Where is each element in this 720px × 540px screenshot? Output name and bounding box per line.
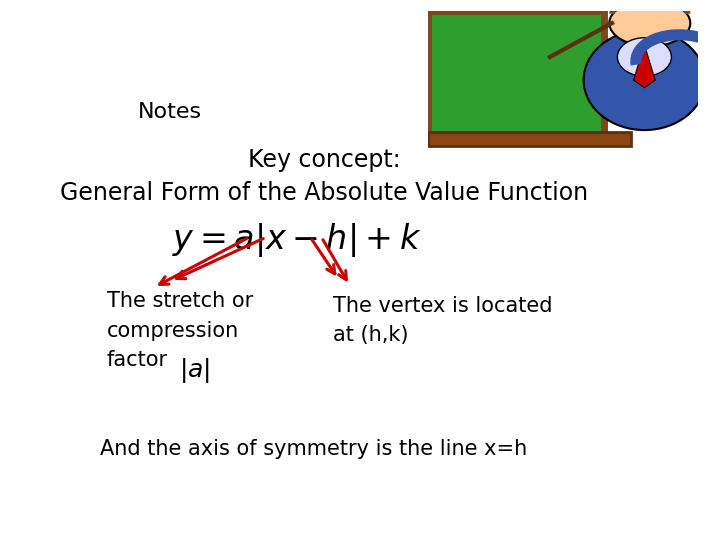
Polygon shape xyxy=(634,45,655,87)
Text: The stretch or: The stretch or xyxy=(107,292,253,312)
Text: Key concept:: Key concept: xyxy=(248,148,400,172)
Ellipse shape xyxy=(584,30,705,130)
Bar xyxy=(428,132,631,146)
Text: Notes: Notes xyxy=(138,102,202,122)
Bar xyxy=(428,11,604,134)
Ellipse shape xyxy=(618,38,671,76)
Text: The vertex is located: The vertex is located xyxy=(333,295,552,315)
Text: $y = a|x - h| + k$: $y = a|x - h| + k$ xyxy=(171,221,421,259)
Text: $|a|$: $|a|$ xyxy=(179,356,210,385)
Text: at (h,k): at (h,k) xyxy=(333,325,408,345)
Text: compression: compression xyxy=(107,321,239,341)
Text: And the axis of symmetry is the line x=h: And the axis of symmetry is the line x=h xyxy=(99,439,527,459)
Text: factor: factor xyxy=(107,349,168,369)
Circle shape xyxy=(609,0,690,46)
Text: General Form of the Absolute Value Function: General Form of the Absolute Value Funct… xyxy=(60,181,588,205)
